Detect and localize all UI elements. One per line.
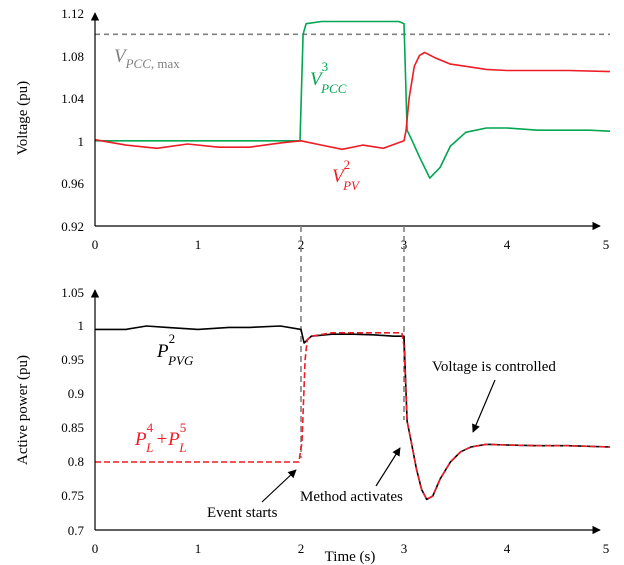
vpcc3-label-sub: PCC (320, 81, 347, 96)
vpv2-label: V2 PV (332, 157, 361, 193)
active-power-panel: 0.7 0.75 0.8 0.85 0.9 0.95 1 1.05 0 1 2 … (15, 285, 611, 565)
bottom-y-tick-labels: 0.7 0.75 0.8 0.85 0.9 0.95 1 1.05 (61, 285, 84, 538)
pl4-pl5-label: P4 L +P5 L (134, 420, 187, 455)
top-x-tick: 5 (603, 237, 610, 252)
top-y-tick: 1 (78, 134, 85, 149)
event-starts-arrow (261, 469, 297, 503)
bottom-y-tick: 0.85 (61, 420, 84, 435)
vpcc3-label: V3 PCC (310, 59, 347, 96)
ppvg2-label-sub: PVG (167, 353, 194, 368)
top-y-tick: 0.92 (61, 219, 84, 234)
vpcc3-label-sup: 3 (322, 59, 329, 74)
vpv2-label-sup: 2 (344, 157, 351, 172)
top-y-axis-label: Voltage (pu) (15, 81, 31, 155)
method-activates-annotation: Method activates (300, 489, 403, 505)
ppvg2-label-sup: 2 (169, 331, 176, 346)
top-x-tick: 0 (92, 237, 99, 252)
voltage-controlled-annotation: Voltage is controlled (432, 359, 556, 375)
pl4-label-sub: L (145, 440, 153, 455)
pl5-label-sub: L (178, 440, 186, 455)
pl5-label-sup: 5 (180, 420, 187, 435)
top-series-layer (94, 20, 611, 179)
x-axis-label: Time (s) (325, 549, 376, 565)
bottom-y-tick: 0.7 (68, 523, 85, 538)
vpv2-label-sub: PV (342, 178, 361, 193)
vpcc-max-label-sub: PCC, (125, 56, 155, 71)
top-y-tick: 0.96 (61, 176, 84, 191)
bottom-x-tick-labels: 0 1 2 3 4 5 (92, 541, 610, 556)
top-x-tick: 3 (401, 237, 408, 252)
bottom-x-tick: 4 (504, 541, 511, 556)
vpcc3-label-main: V (310, 69, 324, 90)
bottom-x-tick: 0 (92, 541, 99, 556)
voltage-controlled-arrow (472, 379, 496, 433)
bottom-x-tick: 1 (195, 541, 202, 556)
bottom-y-axis-label: Active power (pu) (15, 355, 31, 465)
top-y-tick: 1.08 (61, 49, 84, 64)
bottom-y-tick: 0.75 (61, 488, 84, 503)
pl4-label-main: P (134, 429, 147, 450)
top-x-tick: 2 (298, 237, 305, 252)
bottom-x-tick: 5 (603, 541, 610, 556)
bottom-y-tick: 1.05 (61, 285, 84, 300)
top-x-tick: 1 (195, 237, 202, 252)
top-x-tick-labels: 0 1 2 3 4 5 (92, 237, 610, 252)
method-activates-arrow (375, 447, 401, 487)
bottom-y-tick: 1 (78, 318, 85, 333)
p-l-4-series-line (95, 331, 611, 501)
v-pv-2-series-line (94, 51, 611, 151)
vpv2-label-main: V (332, 166, 346, 187)
vpcc-max-label: VPCC, max (114, 46, 180, 71)
bottom-y-tick: 0.8 (68, 454, 84, 469)
top-y-tick: 1.04 (61, 91, 84, 106)
bottom-x-tick: 3 (401, 541, 408, 556)
bottom-x-tick: 2 (298, 541, 305, 556)
bottom-y-tick: 0.95 (61, 352, 84, 367)
ppvg2-label: P2 PVG (156, 331, 194, 368)
p-pvg-2-series-line (95, 325, 611, 501)
ppvg2-label-main: P (156, 341, 169, 362)
vpcc-max-label-main: V (114, 46, 128, 67)
bottom-y-tick: 0.9 (68, 386, 84, 401)
pl5-label-main: +P (155, 429, 180, 450)
event-starts-annotation: Event starts (207, 505, 278, 521)
top-y-tick: 1.12 (61, 6, 84, 21)
bottom-series-layer (95, 325, 611, 501)
voltage-panel: 0.92 0.96 1 1.04 1.08 1.12 0 1 2 3 4 5 V… (15, 6, 611, 252)
vpcc-max-label-suffix: max (154, 56, 180, 71)
top-y-tick-labels: 0.92 0.96 1 1.04 1.08 1.12 (61, 6, 84, 234)
top-x-tick: 4 (504, 237, 511, 252)
pl4-label-sup: 4 (147, 420, 154, 435)
v-pcc-3-series-line (95, 20, 611, 179)
